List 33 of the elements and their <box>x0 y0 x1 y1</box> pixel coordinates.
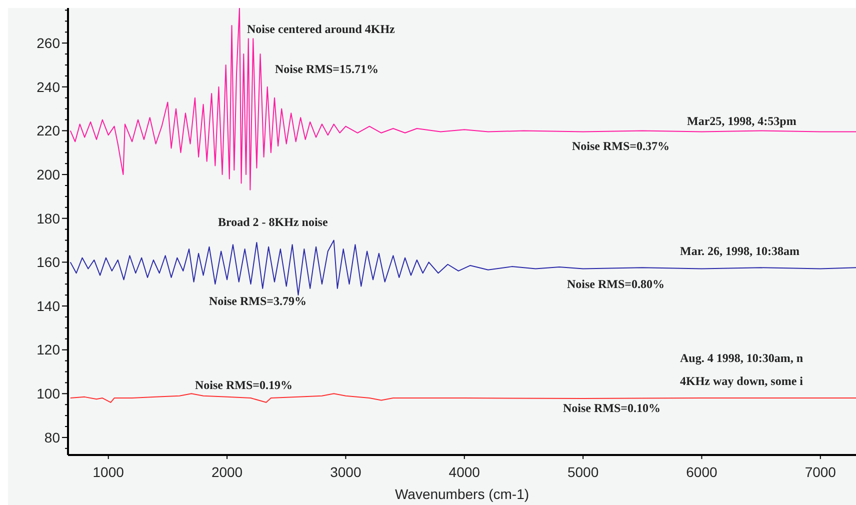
annotation: 4KHz way down, some i <box>680 374 804 388</box>
x-tick-label: 3000 <box>330 464 362 480</box>
annotation: Noise RMS=0.37% <box>572 139 670 153</box>
x-tick-label: 7000 <box>804 464 836 480</box>
y-tick-label: 100 <box>36 386 60 402</box>
y-tick-label: 180 <box>36 210 60 226</box>
annotation: Noise RMS=0.80% <box>567 277 664 291</box>
x-tick-label: 2000 <box>211 464 243 480</box>
annotation: Noise RMS=15.71% <box>275 62 378 76</box>
annotation: Noise RMS=0.19% <box>195 378 292 392</box>
y-tick-label: 140 <box>36 298 60 314</box>
y-tick-label: 160 <box>36 254 60 270</box>
annotation: Mar. 26, 1998, 10:38am <box>680 244 800 258</box>
annotation: Noise centered around 4KHz <box>247 22 396 36</box>
y-tick-label: 80 <box>44 429 60 446</box>
line-series <box>70 240 856 296</box>
x-tick-label: 1000 <box>92 464 124 480</box>
x-axis-title: Wavenumbers (cm-1) <box>394 486 530 502</box>
y-tick-label: 200 <box>36 166 60 182</box>
annotation: Aug. 4 1998, 10:30am, n <box>680 351 804 365</box>
x-tick-label: 6000 <box>686 464 718 480</box>
annotation: Broad 2 - 8KHz noise <box>218 215 328 229</box>
annotation: Mar25, 1998, 4:53pm <box>687 114 796 128</box>
y-tick-label: 240 <box>36 78 60 95</box>
x-tick-label: 4000 <box>448 464 480 480</box>
annotation: Noise RMS=0.10% <box>563 401 660 415</box>
y-tick-label: 120 <box>36 342 60 358</box>
y-tick-label: 220 <box>36 122 60 139</box>
line-series <box>70 8 856 190</box>
y-tick-label: 260 <box>36 34 60 51</box>
x-tick-label: 5000 <box>567 464 599 480</box>
annotation: Noise RMS=3.79% <box>209 294 306 308</box>
line-series <box>70 393 856 403</box>
